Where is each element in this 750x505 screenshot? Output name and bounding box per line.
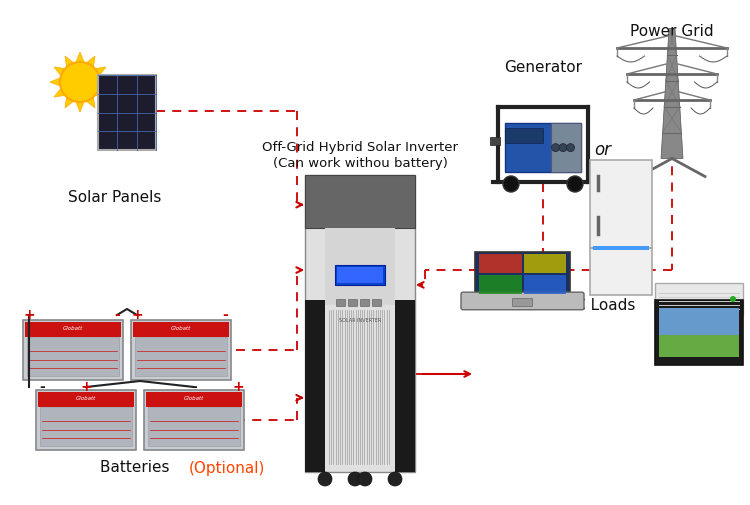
Bar bbox=[590, 160, 652, 295]
Bar bbox=[372, 298, 381, 306]
Bar bbox=[490, 136, 500, 144]
Text: (Optional): (Optional) bbox=[189, 461, 266, 476]
Bar bbox=[475, 252, 570, 296]
Text: Globatt: Globatt bbox=[76, 396, 96, 401]
Bar bbox=[659, 308, 739, 335]
Text: +: + bbox=[131, 308, 142, 322]
Polygon shape bbox=[96, 89, 106, 97]
Text: +: + bbox=[232, 380, 244, 394]
Bar bbox=[512, 298, 532, 307]
Circle shape bbox=[559, 143, 567, 152]
Text: SOLAR INVERTER: SOLAR INVERTER bbox=[339, 318, 381, 323]
Polygon shape bbox=[54, 67, 64, 75]
Bar bbox=[659, 308, 739, 357]
Polygon shape bbox=[661, 28, 683, 159]
Bar bbox=[36, 390, 136, 450]
Polygon shape bbox=[87, 56, 95, 66]
Bar bbox=[148, 407, 240, 446]
Bar bbox=[133, 322, 229, 337]
Bar bbox=[505, 128, 543, 143]
Polygon shape bbox=[87, 98, 95, 108]
Bar bbox=[144, 390, 244, 450]
Bar bbox=[23, 320, 123, 380]
Bar bbox=[146, 392, 242, 407]
Polygon shape bbox=[65, 98, 73, 108]
Text: Solar Panels: Solar Panels bbox=[68, 190, 162, 206]
Bar bbox=[395, 300, 415, 472]
Text: or: or bbox=[594, 141, 611, 159]
Bar bbox=[135, 337, 227, 376]
Circle shape bbox=[566, 143, 574, 152]
Circle shape bbox=[318, 472, 332, 486]
Circle shape bbox=[388, 472, 402, 486]
Polygon shape bbox=[50, 78, 59, 86]
Text: Generator: Generator bbox=[504, 61, 582, 76]
Bar bbox=[360, 298, 369, 306]
Bar bbox=[38, 392, 134, 407]
Bar bbox=[479, 254, 521, 273]
Circle shape bbox=[730, 296, 736, 302]
Text: AC Loads: AC Loads bbox=[565, 297, 635, 313]
FancyBboxPatch shape bbox=[461, 292, 584, 310]
Polygon shape bbox=[76, 103, 84, 112]
Bar bbox=[25, 322, 121, 337]
Bar bbox=[305, 175, 415, 228]
Text: (Can work withou battery): (Can work withou battery) bbox=[272, 157, 448, 170]
Text: -: - bbox=[191, 380, 196, 394]
Circle shape bbox=[551, 143, 560, 152]
Bar bbox=[479, 275, 521, 294]
Text: +: + bbox=[23, 308, 34, 322]
Bar bbox=[336, 298, 345, 306]
Bar bbox=[524, 275, 566, 294]
Polygon shape bbox=[100, 78, 110, 86]
Polygon shape bbox=[76, 52, 84, 61]
Bar bbox=[131, 320, 231, 380]
Circle shape bbox=[567, 176, 583, 192]
Text: Off-Grid Hybrid Solar Inverter: Off-Grid Hybrid Solar Inverter bbox=[262, 140, 458, 154]
Text: Globatt: Globatt bbox=[171, 327, 191, 331]
Bar bbox=[305, 175, 415, 472]
Text: +: + bbox=[80, 380, 92, 394]
Text: Globatt: Globatt bbox=[184, 396, 204, 401]
Bar bbox=[550, 123, 581, 172]
Circle shape bbox=[60, 62, 100, 102]
Text: Globatt: Globatt bbox=[63, 327, 83, 331]
Bar bbox=[98, 75, 156, 150]
Bar bbox=[505, 123, 581, 172]
Bar bbox=[593, 246, 649, 250]
Text: -: - bbox=[114, 308, 120, 322]
Bar bbox=[524, 254, 566, 273]
Circle shape bbox=[348, 472, 362, 486]
Polygon shape bbox=[96, 67, 106, 75]
Bar bbox=[655, 300, 743, 365]
Bar bbox=[27, 337, 119, 376]
Bar bbox=[659, 335, 739, 357]
Bar bbox=[655, 283, 743, 315]
Text: -: - bbox=[222, 308, 228, 322]
Bar bbox=[305, 300, 325, 472]
Bar bbox=[40, 407, 132, 446]
Bar bbox=[325, 228, 395, 305]
Bar bbox=[337, 267, 383, 283]
Circle shape bbox=[358, 472, 372, 486]
Text: Batteries: Batteries bbox=[100, 461, 174, 476]
Text: -: - bbox=[39, 380, 45, 394]
Polygon shape bbox=[54, 89, 64, 97]
Circle shape bbox=[503, 176, 519, 192]
Bar bbox=[348, 298, 357, 306]
Polygon shape bbox=[65, 56, 73, 66]
Bar bbox=[335, 265, 385, 285]
Text: Power Grid: Power Grid bbox=[630, 25, 714, 39]
